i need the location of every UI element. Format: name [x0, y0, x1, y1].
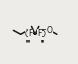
Text: O: O — [39, 30, 45, 39]
Text: F: F — [29, 29, 33, 38]
Text: F: F — [37, 29, 42, 38]
Text: O: O — [47, 26, 53, 35]
Text: O: O — [25, 30, 31, 39]
